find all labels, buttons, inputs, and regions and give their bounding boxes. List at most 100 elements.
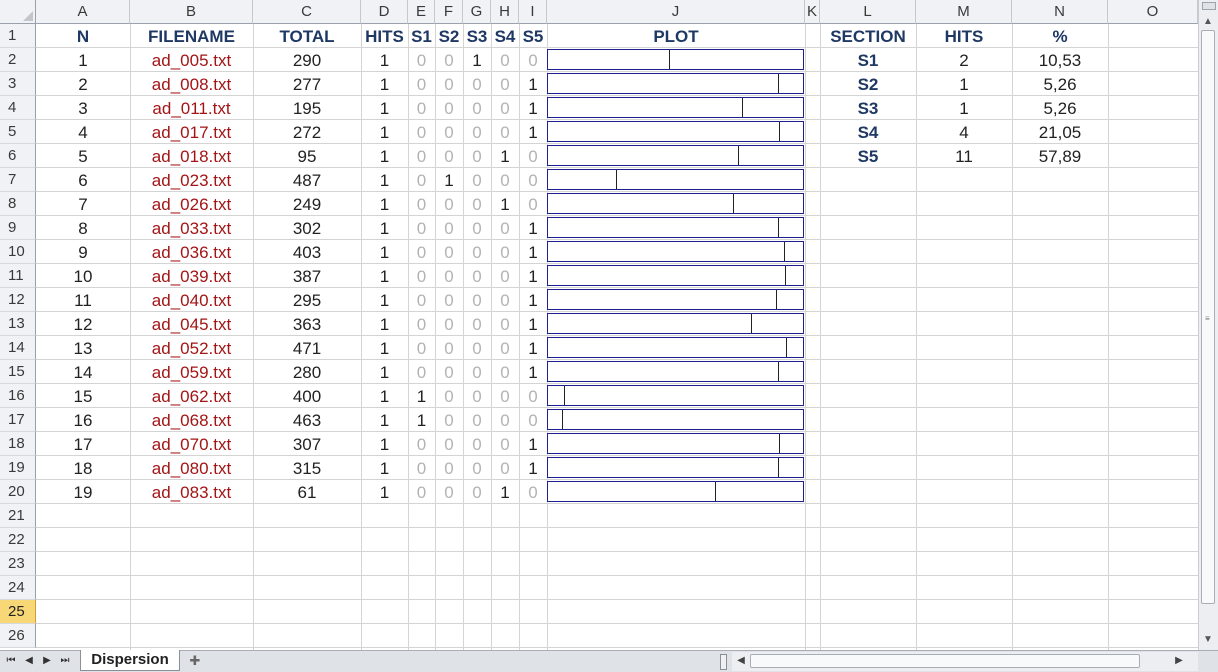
cell-n[interactable]: 19 [73, 483, 93, 502]
cell-s5[interactable]: 1 [528, 99, 538, 118]
cell-s2[interactable]: 0 [444, 315, 454, 334]
cell-s3[interactable]: 0 [472, 435, 482, 454]
row-header-26[interactable]: 26 [0, 624, 36, 648]
vertical-scroll-thumb[interactable]: ≡ [1201, 30, 1215, 604]
summary-percent[interactable]: 5,26 [1043, 75, 1077, 94]
row-header-20[interactable]: 20 [0, 480, 36, 504]
cell-s3[interactable]: 1 [472, 51, 482, 70]
cell-n[interactable]: 4 [78, 123, 88, 142]
cell-filename[interactable]: ad_011.txt [152, 99, 231, 118]
summary-hits[interactable]: 1 [959, 99, 969, 118]
cell-hits[interactable]: 1 [379, 411, 390, 430]
cell-hits[interactable]: 1 [379, 267, 390, 286]
dispersion-plot-bar[interactable] [547, 433, 804, 454]
cell-total[interactable]: 272 [292, 123, 322, 142]
cell-s4[interactable]: 0 [500, 411, 510, 430]
cell-s3[interactable]: 0 [472, 147, 482, 166]
header-s5[interactable]: S5 [522, 27, 544, 46]
summary-percent[interactable]: 21,05 [1038, 123, 1082, 142]
summary-section[interactable]: S5 [857, 147, 879, 166]
summary-percent[interactable]: 5,26 [1043, 99, 1077, 118]
header-n[interactable]: N [76, 27, 90, 46]
cell-s2[interactable]: 0 [444, 291, 454, 310]
header-total[interactable]: TOTAL [279, 27, 335, 46]
header-hits[interactable]: HITS [365, 27, 404, 46]
cell-s2[interactable]: 0 [444, 99, 454, 118]
column-header-g[interactable]: G [463, 0, 491, 24]
dispersion-plot-bar[interactable] [547, 289, 804, 310]
select-all-corner[interactable] [0, 0, 36, 24]
row-header-4[interactable]: 4 [0, 96, 36, 120]
cell-s2[interactable]: 0 [444, 123, 454, 142]
cell-hits[interactable]: 1 [379, 435, 390, 454]
scroll-down-icon[interactable]: ▼ [1203, 634, 1213, 645]
cell-n[interactable]: 12 [73, 315, 93, 334]
cell-s5[interactable]: 1 [528, 435, 538, 454]
last-sheet-icon[interactable]: ⏭ [60, 655, 70, 666]
cell-n[interactable]: 9 [78, 243, 88, 262]
cell-s3[interactable]: 0 [472, 363, 482, 382]
column-header-a[interactable]: A [36, 0, 130, 24]
cell-s5[interactable]: 0 [528, 483, 538, 502]
cell-n[interactable]: 5 [78, 147, 88, 166]
cell-filename[interactable]: ad_083.txt [151, 483, 232, 502]
column-header-n[interactable]: N [1012, 0, 1108, 24]
cell-hits[interactable]: 1 [379, 219, 390, 238]
cell-n[interactable]: 2 [78, 75, 88, 94]
horizontal-scrollbar[interactable]: ◀ ▶ [732, 652, 1198, 671]
cell-s2[interactable]: 0 [444, 219, 454, 238]
cell-hits[interactable]: 1 [379, 339, 390, 358]
row-header-14[interactable]: 14 [0, 336, 36, 360]
cell-total[interactable]: 403 [292, 243, 322, 262]
cell-s5[interactable]: 0 [528, 147, 538, 166]
cell-total[interactable]: 95 [297, 147, 317, 166]
cell-s3[interactable]: 0 [472, 387, 482, 406]
cell-s1[interactable]: 0 [416, 99, 427, 118]
cell-s1[interactable]: 0 [416, 435, 427, 454]
cell-s3[interactable]: 0 [472, 123, 482, 142]
cell-s2[interactable]: 1 [444, 171, 454, 190]
row-header-24[interactable]: 24 [0, 576, 36, 600]
cell-s5[interactable]: 1 [528, 291, 538, 310]
dispersion-plot-bar[interactable] [547, 385, 804, 406]
cell-s5[interactable]: 1 [528, 459, 538, 478]
cell-s5[interactable]: 1 [528, 363, 538, 382]
row-header-1[interactable]: 1 [0, 24, 36, 48]
cell-total[interactable]: 463 [292, 411, 322, 430]
cell-s4[interactable]: 0 [500, 387, 510, 406]
cell-total[interactable]: 295 [292, 291, 322, 310]
cell-s4[interactable]: 0 [500, 435, 510, 454]
column-header-c[interactable]: C [253, 0, 361, 24]
cell-filename[interactable]: ad_070.txt [151, 435, 232, 454]
cell-n[interactable]: 6 [78, 171, 88, 190]
cell-filename[interactable]: ad_045.txt [151, 315, 232, 334]
row-header-8[interactable]: 8 [0, 192, 36, 216]
cell-s5[interactable]: 0 [528, 195, 538, 214]
column-header-o[interactable]: O [1108, 0, 1198, 24]
cell-hits[interactable]: 1 [379, 51, 390, 70]
cell-s4[interactable]: 0 [500, 99, 510, 118]
cell-s1[interactable]: 0 [416, 339, 427, 358]
sheet-tab-dispersion[interactable]: Dispersion [80, 650, 180, 671]
dispersion-plot-bar[interactable] [547, 145, 804, 166]
header-section[interactable]: SECTION [830, 27, 906, 46]
scroll-up-icon[interactable]: ▲ [1203, 16, 1213, 27]
cell-s1[interactable]: 0 [416, 363, 427, 382]
dispersion-plot-bar[interactable] [547, 217, 804, 238]
dispersion-plot-bar[interactable] [547, 265, 804, 286]
cell-s3[interactable]: 0 [472, 75, 482, 94]
cell-s4[interactable]: 1 [500, 483, 510, 502]
cell-s5[interactable]: 1 [528, 219, 538, 238]
cell-s3[interactable]: 0 [472, 171, 482, 190]
cell-total[interactable]: 280 [292, 363, 322, 382]
cell-filename[interactable]: ad_005.txt [151, 51, 232, 70]
scroll-right-icon[interactable]: ▶ [1175, 655, 1183, 666]
cell-total[interactable]: 315 [292, 459, 322, 478]
cell-filename[interactable]: ad_017.txt [151, 123, 232, 142]
cell-s2[interactable]: 0 [444, 459, 454, 478]
header-s1[interactable]: S1 [411, 27, 432, 46]
cell-s2[interactable]: 0 [444, 339, 454, 358]
cell-s4[interactable]: 0 [500, 219, 510, 238]
column-header-b[interactable]: B [130, 0, 253, 24]
spreadsheet-grid[interactable]: A B C D E F G H I J K L M N O 1 2 3 4 5 6 7 8 9 10 11 12 13 14 15 16 17… [0, 0, 1198, 650]
